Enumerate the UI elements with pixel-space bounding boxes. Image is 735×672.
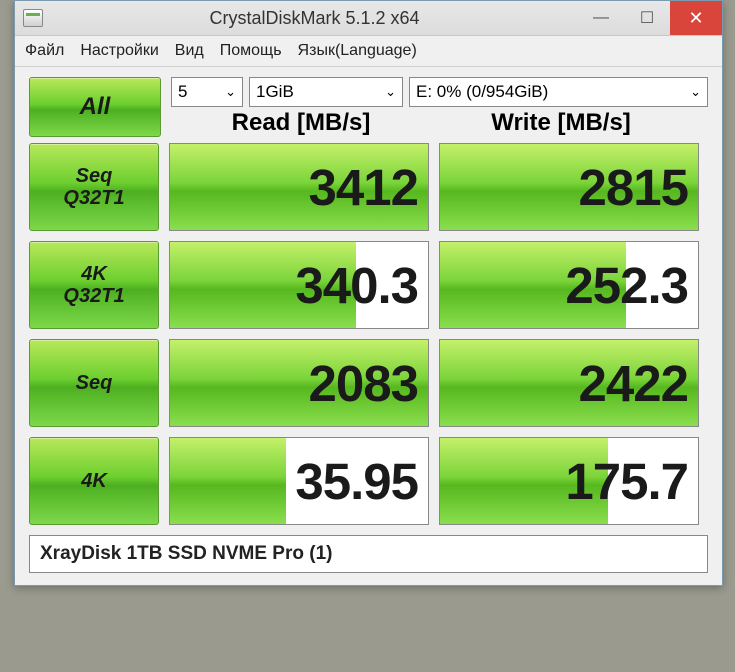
menu-settings[interactable]: Настройки bbox=[80, 42, 158, 60]
run-all-button[interactable]: All bbox=[29, 77, 161, 137]
write-result-row1: 252.3 bbox=[439, 241, 699, 329]
write-result-row0: 2815 bbox=[439, 143, 699, 231]
menu-help[interactable]: Помощь bbox=[220, 42, 282, 60]
test-count-select[interactable]: 5 ⌄ bbox=[171, 77, 243, 107]
menubar: Файл Настройки Вид Помощь Язык(Language) bbox=[15, 36, 722, 67]
run-test-button-row2[interactable]: Seq bbox=[29, 339, 159, 427]
selects-row: 5 ⌄ 1GiB ⌄ E: 0% (0/954GiB) ⌄ bbox=[171, 77, 708, 107]
read-result-row1: 340.3 bbox=[169, 241, 429, 329]
write-result-row2: 2422 bbox=[439, 339, 699, 427]
close-button[interactable]: ✕ bbox=[670, 1, 722, 35]
top-controls: 5 ⌄ 1GiB ⌄ E: 0% (0/954GiB) ⌄ Read [MB/s… bbox=[171, 77, 708, 137]
test-size-value: 1GiB bbox=[256, 82, 294, 102]
drive-select[interactable]: E: 0% (0/954GiB) ⌄ bbox=[409, 77, 708, 107]
menu-view[interactable]: Вид bbox=[175, 42, 204, 60]
top-row: All 5 ⌄ 1GiB ⌄ E: 0% (0/954GiB) ⌄ bbox=[29, 77, 708, 137]
write-value: 175.7 bbox=[440, 438, 698, 524]
content-area: All 5 ⌄ 1GiB ⌄ E: 0% (0/954GiB) ⌄ bbox=[15, 67, 722, 585]
chevron-down-icon: ⌄ bbox=[225, 84, 236, 100]
minimize-button[interactable]: — bbox=[578, 1, 624, 35]
window-controls: — ☐ ✕ bbox=[578, 1, 722, 35]
read-value: 340.3 bbox=[170, 242, 428, 328]
maximize-button[interactable]: ☐ bbox=[624, 1, 670, 35]
device-name-box: XrayDisk 1TB SSD NVME Pro (1) bbox=[29, 535, 708, 573]
titlebar[interactable]: CrystalDiskMark 5.1.2 x64 — ☐ ✕ bbox=[15, 1, 722, 36]
write-header: Write [MB/s] bbox=[431, 109, 691, 137]
read-result-row2: 2083 bbox=[169, 339, 429, 427]
menu-language[interactable]: Язык(Language) bbox=[298, 42, 417, 60]
column-headers: Read [MB/s] Write [MB/s] bbox=[171, 109, 708, 137]
run-test-button-row0[interactable]: Seq Q32T1 bbox=[29, 143, 159, 231]
window-title: CrystalDiskMark 5.1.2 x64 bbox=[51, 8, 578, 29]
read-value: 35.95 bbox=[170, 438, 428, 524]
test-size-select[interactable]: 1GiB ⌄ bbox=[249, 77, 403, 107]
chevron-down-icon: ⌄ bbox=[690, 84, 701, 100]
run-test-button-row1[interactable]: 4K Q32T1 bbox=[29, 241, 159, 329]
app-window: CrystalDiskMark 5.1.2 x64 — ☐ ✕ Файл Нас… bbox=[14, 0, 723, 586]
read-result-row0: 3412 bbox=[169, 143, 429, 231]
write-result-row3: 175.7 bbox=[439, 437, 699, 525]
read-value: 3412 bbox=[170, 144, 428, 230]
write-value: 2815 bbox=[440, 144, 698, 230]
run-test-button-row3[interactable]: 4K bbox=[29, 437, 159, 525]
drive-value: E: 0% (0/954GiB) bbox=[416, 82, 548, 102]
read-value: 2083 bbox=[170, 340, 428, 426]
results-grid: Seq Q32T134122815 4K Q32T1340.3252.3 Seq20… bbox=[29, 143, 708, 525]
write-value: 2422 bbox=[440, 340, 698, 426]
write-value: 252.3 bbox=[440, 242, 698, 328]
chevron-down-icon: ⌄ bbox=[385, 84, 396, 100]
read-header: Read [MB/s] bbox=[171, 109, 431, 137]
read-result-row3: 35.95 bbox=[169, 437, 429, 525]
app-icon bbox=[23, 9, 43, 27]
menu-file[interactable]: Файл bbox=[25, 42, 64, 60]
test-count-value: 5 bbox=[178, 82, 187, 102]
